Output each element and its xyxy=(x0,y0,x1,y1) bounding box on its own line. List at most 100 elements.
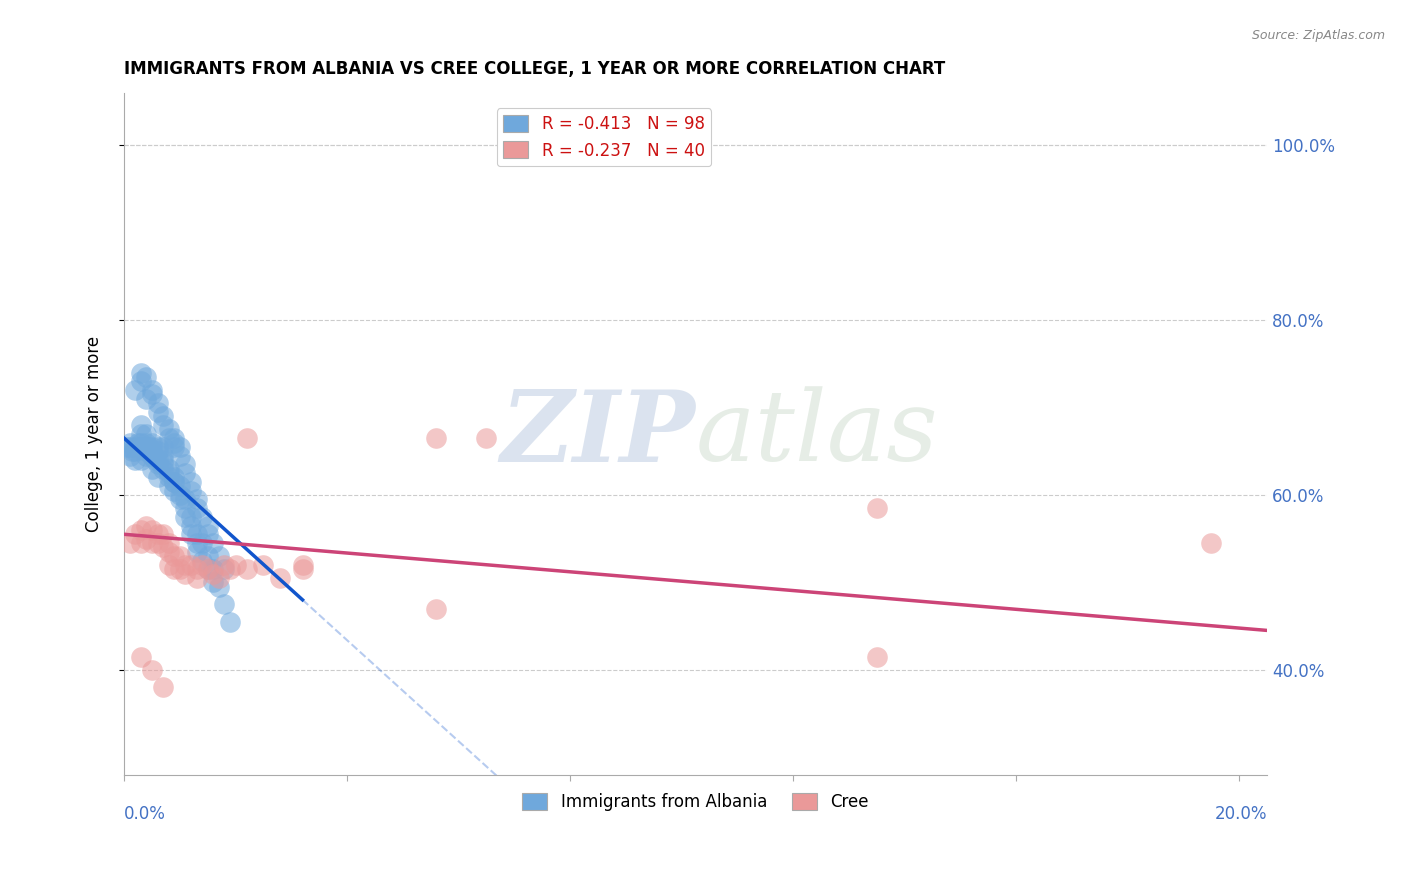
Point xyxy=(152,409,174,424)
Point xyxy=(475,431,498,445)
Point xyxy=(146,527,169,541)
Point xyxy=(202,536,225,550)
Point xyxy=(169,449,191,463)
Point xyxy=(124,527,146,541)
Point xyxy=(141,444,163,458)
Point xyxy=(214,558,236,572)
Point xyxy=(129,426,152,441)
Point xyxy=(236,562,259,576)
Point xyxy=(129,453,152,467)
Point xyxy=(174,501,197,516)
Point xyxy=(197,562,219,576)
Text: 20.0%: 20.0% xyxy=(1215,805,1267,823)
Point xyxy=(180,483,202,498)
Point xyxy=(141,663,163,677)
Point xyxy=(129,418,152,433)
Point xyxy=(146,458,169,472)
Point xyxy=(425,431,447,445)
Point xyxy=(191,558,214,572)
Point xyxy=(152,449,174,463)
Point xyxy=(208,580,231,594)
Point xyxy=(186,492,208,507)
Point xyxy=(191,509,214,524)
Point xyxy=(157,422,180,436)
Point xyxy=(180,518,202,533)
Point xyxy=(269,571,291,585)
Point xyxy=(163,440,186,454)
Point xyxy=(157,558,180,572)
Point xyxy=(219,562,242,576)
Point xyxy=(180,475,202,489)
Text: 0.0%: 0.0% xyxy=(124,805,166,823)
Point xyxy=(157,479,180,493)
Point xyxy=(146,396,169,410)
Point xyxy=(197,549,219,563)
Point xyxy=(219,615,242,629)
Point xyxy=(146,440,169,454)
Point xyxy=(169,549,191,563)
Point xyxy=(157,536,180,550)
Point xyxy=(135,370,157,384)
Point xyxy=(236,431,259,445)
Point xyxy=(163,483,186,498)
Point xyxy=(214,597,236,611)
Point xyxy=(180,558,202,572)
Point xyxy=(163,431,186,445)
Point xyxy=(141,387,163,401)
Point xyxy=(135,392,157,406)
Point xyxy=(157,545,180,559)
Point xyxy=(197,562,219,576)
Point xyxy=(152,527,174,541)
Point xyxy=(118,449,141,463)
Point xyxy=(157,470,180,484)
Point xyxy=(425,601,447,615)
Point xyxy=(163,562,186,576)
Point xyxy=(121,444,143,458)
Point xyxy=(135,444,157,458)
Point xyxy=(186,527,208,541)
Point xyxy=(157,466,180,480)
Point xyxy=(135,440,157,454)
Point xyxy=(191,553,214,567)
Point xyxy=(202,566,225,581)
Point xyxy=(124,444,146,458)
Point xyxy=(152,440,174,454)
Point xyxy=(866,649,889,664)
Point xyxy=(169,479,191,493)
Legend: Immigrants from Albania, Cree: Immigrants from Albania, Cree xyxy=(516,786,876,817)
Point xyxy=(129,523,152,537)
Point xyxy=(174,492,197,507)
Point xyxy=(135,532,157,546)
Text: Source: ZipAtlas.com: Source: ZipAtlas.com xyxy=(1251,29,1385,42)
Point xyxy=(202,575,225,590)
Point xyxy=(141,440,163,454)
Text: ZIP: ZIP xyxy=(501,385,696,482)
Point xyxy=(135,518,157,533)
Point xyxy=(127,435,149,450)
Point xyxy=(141,383,163,397)
Point xyxy=(163,549,186,563)
Point xyxy=(146,444,169,458)
Point xyxy=(118,440,141,454)
Point xyxy=(135,449,157,463)
Point xyxy=(174,458,197,472)
Point xyxy=(152,418,174,433)
Point xyxy=(118,435,141,450)
Point xyxy=(152,458,174,472)
Point xyxy=(146,405,169,419)
Point xyxy=(135,426,157,441)
Point xyxy=(141,462,163,476)
Point xyxy=(174,566,197,581)
Point xyxy=(214,562,236,576)
Point xyxy=(186,562,208,576)
Point xyxy=(163,475,186,489)
Point xyxy=(129,649,152,664)
Point xyxy=(169,440,191,454)
Point xyxy=(186,571,208,585)
Point xyxy=(174,466,197,480)
Point xyxy=(146,536,169,550)
Point xyxy=(866,501,889,516)
Point xyxy=(291,558,314,572)
Point xyxy=(291,562,314,576)
Point xyxy=(146,453,169,467)
